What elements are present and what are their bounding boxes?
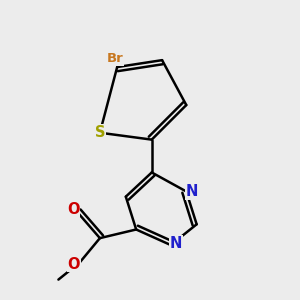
Text: O: O xyxy=(67,202,80,217)
Text: N: N xyxy=(185,184,198,199)
Text: Br: Br xyxy=(107,52,124,65)
Text: O: O xyxy=(68,256,80,272)
Text: S: S xyxy=(94,125,105,140)
Text: N: N xyxy=(170,236,182,251)
